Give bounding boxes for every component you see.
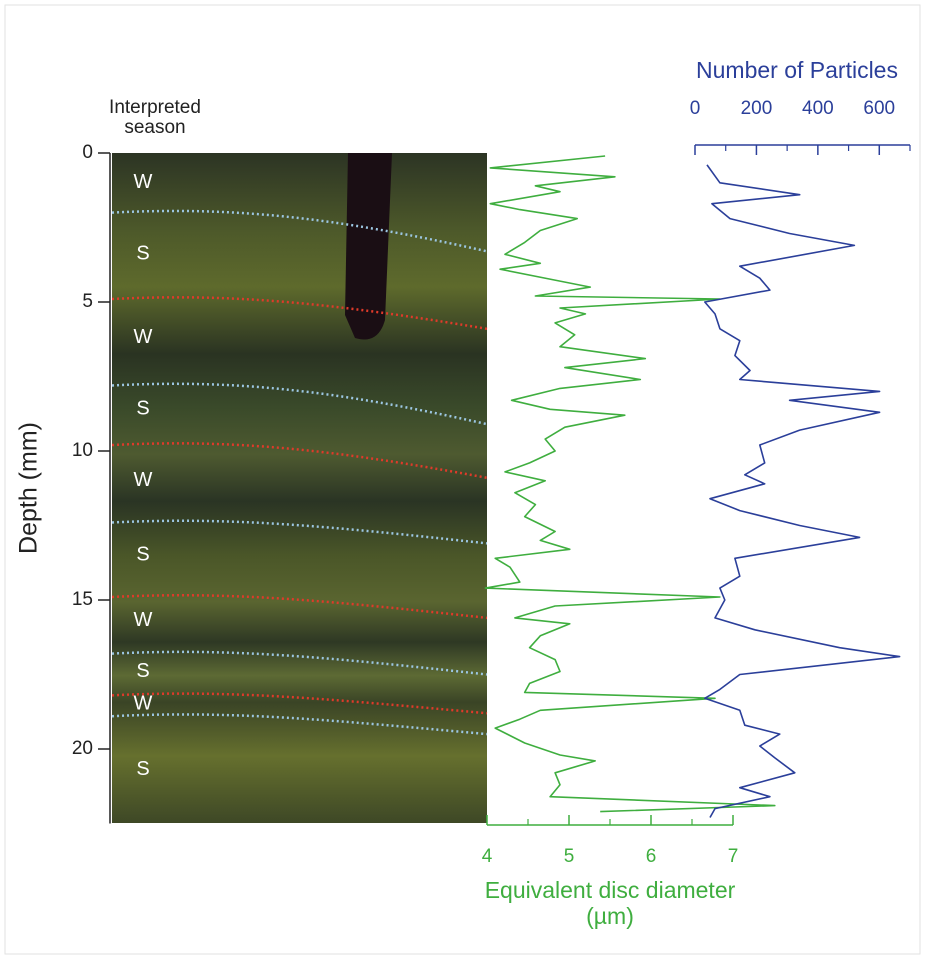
season-label: W xyxy=(134,469,153,491)
x-tick-label: 6 xyxy=(646,846,657,867)
season-label: S xyxy=(136,660,149,682)
season-label: W xyxy=(134,171,153,193)
season-boundary xyxy=(111,692,488,715)
season-label: S xyxy=(136,243,149,265)
season-boundary xyxy=(111,650,488,676)
season-label: S xyxy=(136,398,149,420)
profile-line xyxy=(704,164,901,818)
y-tick-label: 0 xyxy=(82,142,93,163)
frame xyxy=(4,4,921,955)
x-tick-label: 5 xyxy=(564,846,575,867)
x-tick-label: 7 xyxy=(728,846,739,867)
x-tick-label: 200 xyxy=(741,98,773,119)
y-tick-label: 20 xyxy=(72,738,93,759)
y-tick-label: 10 xyxy=(72,440,93,461)
thin-section-photo xyxy=(112,153,487,823)
season-heading: Interpreted xyxy=(109,97,201,118)
x-tick-label: 600 xyxy=(863,98,895,119)
season-boundary xyxy=(111,594,488,620)
season-label: W xyxy=(134,693,153,715)
x-tick-label: 0 xyxy=(690,98,701,119)
y-axis-label: Depth (mm) xyxy=(15,422,43,554)
x-axis-label: (µm) xyxy=(586,903,634,929)
y-tick-label: 15 xyxy=(72,589,93,610)
x-axis-label: Equivalent disc diameter xyxy=(485,877,736,903)
season-label: W xyxy=(134,609,153,631)
x-tick-label: 400 xyxy=(802,98,834,119)
x-axis-label: Number of Particles xyxy=(696,57,898,83)
season-boundary xyxy=(111,519,488,545)
x-tick-label: 4 xyxy=(482,846,493,867)
season-label: W xyxy=(134,326,153,348)
profile-line xyxy=(484,155,776,813)
season-heading: season xyxy=(124,117,185,138)
y-tick-label: 5 xyxy=(82,291,93,312)
season-label: S xyxy=(136,544,149,566)
pen-mark xyxy=(345,153,392,340)
season-label: S xyxy=(136,758,149,780)
season-boundary xyxy=(111,713,488,736)
